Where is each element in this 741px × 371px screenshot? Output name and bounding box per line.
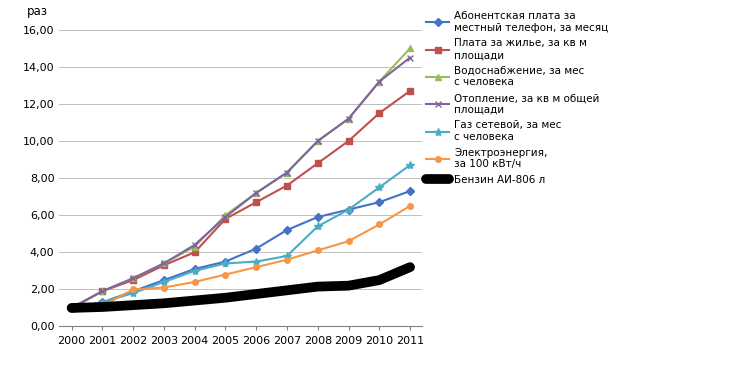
- Электроэнергия,
за 100 кВт/ч: [313, 248, 322, 253]
- Водоснабжение, за мес
с человека: [282, 170, 291, 175]
- Плата за жилье, за кв м
площади: [98, 289, 107, 293]
- Плата за жилье, за кв м
площади: [282, 183, 291, 188]
- Водоснабжение, за мес
с человека: [344, 116, 353, 121]
- Электроэнергия,
за 100 кВт/ч: [98, 304, 107, 308]
- Абонентская плата за
местный телефон, за месяц: [405, 189, 414, 193]
- Абонентская плата за
местный телефон, за месяц: [282, 228, 291, 232]
- Бензин АИ-806 л: [282, 288, 291, 292]
- Водоснабжение, за мес
с человека: [252, 191, 261, 195]
- Абонентская плата за
местный телефон, за месяц: [252, 246, 261, 251]
- Отопление, за кв м общей
площади: [67, 306, 76, 310]
- Плата за жилье, за кв м
площади: [190, 250, 199, 255]
- Line: Электроэнергия,
за 100 кВт/ч: Электроэнергия, за 100 кВт/ч: [69, 203, 413, 311]
- Газ сетевой, за мес
с человека: [375, 185, 384, 190]
- Абонентская плата за
местный телефон, за месяц: [375, 200, 384, 204]
- Бензин АИ-806 л: [252, 292, 261, 296]
- Газ сетевой, за мес
с человека: [405, 163, 414, 167]
- Электроэнергия,
за 100 кВт/ч: [405, 204, 414, 208]
- Электроэнергия,
за 100 кВт/ч: [129, 287, 138, 292]
- Отопление, за кв м общей
площади: [190, 243, 199, 247]
- Line: Водоснабжение, за мес
с человека: Водоснабжение, за мес с человека: [68, 45, 413, 311]
- Отопление, за кв м общей
площади: [313, 139, 322, 143]
- Электроэнергия,
за 100 кВт/ч: [67, 306, 76, 310]
- Отопление, за кв м общей
площади: [159, 261, 168, 266]
- Газ сетевой, за мес
с человека: [252, 259, 261, 264]
- Электроэнергия,
за 100 кВт/ч: [159, 285, 168, 290]
- Отопление, за кв м общей
площади: [405, 55, 414, 60]
- Line: Отопление, за кв м общей
площади: Отопление, за кв м общей площади: [68, 54, 413, 311]
- Бензин АИ-806 л: [159, 301, 168, 306]
- Газ сетевой, за мес
с человека: [190, 269, 199, 273]
- Line: Плата за жилье, за кв м
площади: Плата за жилье, за кв м площади: [69, 88, 413, 311]
- Электроэнергия,
за 100 кВт/ч: [344, 239, 353, 243]
- Газ сетевой, за мес
с человека: [67, 306, 76, 310]
- Водоснабжение, за мес
с человека: [375, 79, 384, 84]
- Абонентская плата за
местный телефон, за месяц: [98, 300, 107, 305]
- Line: Бензин АИ-806 л: Бензин АИ-806 л: [72, 267, 410, 308]
- Водоснабжение, за мес
с человека: [221, 213, 230, 217]
- Отопление, за кв м общей
площади: [252, 191, 261, 195]
- Электроэнергия,
за 100 кВт/ч: [190, 280, 199, 284]
- Отопление, за кв м общей
площади: [375, 79, 384, 84]
- Бензин АИ-806 л: [313, 284, 322, 289]
- Отопление, за кв м общей
площади: [282, 170, 291, 175]
- Электроэнергия,
за 100 кВт/ч: [282, 257, 291, 262]
- Legend: Абонентская плата за
местный телефон, за месяц, Плата за жилье, за кв м
площади,: Абонентская плата за местный телефон, за…: [426, 11, 608, 185]
- Водоснабжение, за мес
с человека: [405, 46, 414, 50]
- Text: раз: раз: [27, 5, 47, 18]
- Плата за жилье, за кв м
площади: [252, 200, 261, 204]
- Плата за жилье, за кв м
площади: [375, 111, 384, 115]
- Газ сетевой, за мес
с человека: [98, 300, 107, 305]
- Водоснабжение, за мес
с человека: [98, 289, 107, 293]
- Line: Газ сетевой, за мес
с человека: Газ сетевой, за мес с человека: [67, 161, 414, 312]
- Отопление, за кв м общей
площади: [129, 276, 138, 280]
- Абонентская плата за
местный телефон, за месяц: [129, 289, 138, 293]
- Водоснабжение, за мес
с человека: [190, 244, 199, 249]
- Плата за жилье, за кв м
площади: [405, 89, 414, 93]
- Электроэнергия,
за 100 кВт/ч: [252, 265, 261, 269]
- Газ сетевой, за мес
с человека: [313, 224, 322, 229]
- Бензин АИ-806 л: [129, 303, 138, 307]
- Бензин АИ-806 л: [344, 283, 353, 288]
- Плата за жилье, за кв м
площади: [129, 278, 138, 282]
- Электроэнергия,
за 100 кВт/ч: [221, 272, 230, 277]
- Отопление, за кв м общей
площади: [98, 289, 107, 293]
- Абонентская плата за
местный телефон, за месяц: [221, 259, 230, 264]
- Газ сетевой, за мес
с человека: [282, 254, 291, 258]
- Абонентская плата за
местный телефон, за месяц: [344, 207, 353, 212]
- Бензин АИ-806 л: [190, 298, 199, 303]
- Бензин АИ-806 л: [67, 306, 76, 310]
- Бензин АИ-806 л: [405, 265, 414, 269]
- Бензин АИ-806 л: [221, 295, 230, 300]
- Бензин АИ-806 л: [375, 278, 384, 282]
- Абонентская плата за
местный телефон, за месяц: [67, 306, 76, 310]
- Плата за жилье, за кв м
площади: [313, 161, 322, 165]
- Плата за жилье, за кв м
площади: [344, 139, 353, 143]
- Плата за жилье, за кв м
площади: [221, 217, 230, 221]
- Электроэнергия,
за 100 кВт/ч: [375, 222, 384, 227]
- Газ сетевой, за мес
с человека: [159, 280, 168, 284]
- Line: Абонентская плата за
местный телефон, за месяц: Абонентская плата за местный телефон, за…: [69, 188, 413, 311]
- Абонентская плата за
местный телефон, за месяц: [159, 278, 168, 282]
- Плата за жилье, за кв м
площади: [67, 306, 76, 310]
- Водоснабжение, за мес
с человека: [129, 276, 138, 280]
- Отопление, за кв м общей
площади: [344, 116, 353, 121]
- Отопление, за кв м общей
площади: [221, 215, 230, 219]
- Абонентская плата за
местный телефон, за месяц: [313, 215, 322, 219]
- Газ сетевой, за мес
с человека: [221, 261, 230, 266]
- Водоснабжение, за мес
с человека: [313, 139, 322, 143]
- Плата за жилье, за кв м
площади: [159, 263, 168, 267]
- Водоснабжение, за мес
с человека: [67, 306, 76, 310]
- Абонентская плата за
местный телефон, за месяц: [190, 267, 199, 271]
- Газ сетевой, за мес
с человека: [129, 291, 138, 295]
- Газ сетевой, за мес
с человека: [344, 207, 353, 212]
- Бензин АИ-806 л: [98, 305, 107, 309]
- Водоснабжение, за мес
с человека: [159, 261, 168, 266]
